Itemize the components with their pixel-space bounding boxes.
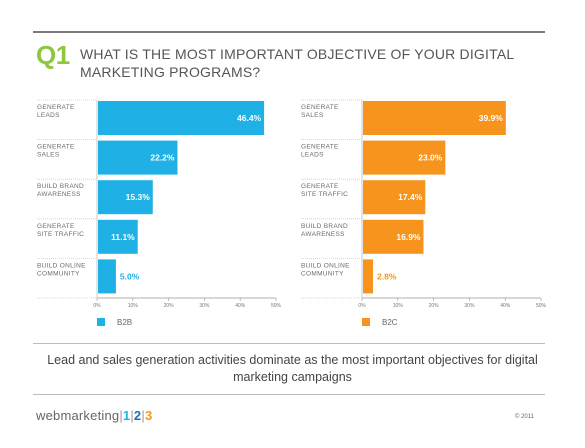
b2b-bar — [98, 219, 138, 254]
b2c-value-label: 16.9% — [396, 232, 421, 242]
brand-name: webmarketing — [36, 408, 120, 423]
brand-logo: webmarketing|1|2|3 — [36, 408, 152, 423]
b2c-x-tick-label: 40% — [500, 303, 511, 309]
b2c-category-label: SALES — [301, 112, 324, 119]
b2c-bar — [363, 259, 374, 294]
b2c-bar — [363, 219, 424, 254]
b2c-x-tick-label: 0% — [358, 303, 366, 309]
b2c-legend-swatch — [362, 318, 370, 326]
b2b-category-label: COMMUNITY — [37, 270, 80, 277]
b2b-category-label: BUILD BRAND — [37, 183, 84, 190]
b2b-category-label: SITE TRAFFIC — [37, 231, 84, 238]
b2c-bar — [363, 101, 506, 135]
b2b-value-label: 15.3% — [126, 192, 151, 202]
b2c-category-label: AWARENESS — [301, 231, 345, 238]
b2b-bar — [98, 180, 153, 215]
b2c-value-label: 23.0% — [418, 153, 443, 163]
question-number: Q1 — [36, 40, 70, 70]
b2c-value-label: 2.8% — [377, 271, 397, 281]
b2b-category-label: SALES — [37, 152, 60, 159]
b2c-bar — [363, 180, 426, 215]
b2b-x-tick-label: 30% — [199, 303, 210, 309]
b2c-category-label: GENERATE — [301, 183, 339, 190]
b2b-x-tick-label: 10% — [128, 303, 139, 309]
b2b-x-tick-label: 40% — [235, 303, 246, 309]
b2c-category-label: LEADS — [301, 152, 324, 159]
b2b-category-label: BUILD ONLINE — [37, 262, 86, 269]
brand-number-2: 2 — [133, 408, 142, 423]
b2c-legend-label: B2C — [382, 318, 398, 327]
b2b-bar — [98, 259, 116, 294]
brand-separator: | — [130, 408, 134, 423]
b2c-category-label: BUILD ONLINE — [301, 262, 350, 269]
summary-text: Lead and sales generation activities dom… — [47, 353, 538, 384]
b2b-value-label: 22.2% — [150, 153, 175, 163]
b2c-bar — [363, 140, 446, 175]
b2c-x-tick-label: 50% — [536, 303, 547, 309]
b2c-x-tick-label: 20% — [429, 303, 440, 309]
b2b-category-label: LEADS — [37, 112, 60, 119]
brand-separator: | — [141, 408, 145, 423]
b2c-x-tick-label: 30% — [464, 303, 475, 309]
copyright: © 2011 — [515, 414, 534, 420]
b2b-category-label: GENERATE — [37, 104, 75, 111]
divider-top — [33, 343, 545, 344]
b2b-x-tick-label: 0% — [93, 303, 101, 309]
b2b-legend-swatch — [97, 318, 105, 326]
b2c-x-tick-label: 10% — [393, 303, 404, 309]
b2c-category-label: SITE TRAFFIC — [301, 191, 348, 198]
b2b-category-label: GENERATE — [37, 223, 75, 230]
b2c-category-label: GENERATE — [301, 104, 339, 111]
b2c-category-label: GENERATE — [301, 144, 339, 151]
b2b-legend-label: B2B — [117, 318, 132, 327]
b2b-value-label: 11.1% — [111, 232, 135, 242]
b2b-category-label: AWARENESS — [37, 191, 81, 198]
b2b-value-label: 46.4% — [237, 113, 262, 123]
b2c-value-label: 17.4% — [398, 192, 423, 202]
b2b-category-label: GENERATE — [37, 144, 75, 151]
b2b-value-label: 5.0% — [120, 271, 140, 281]
question-text: WHAT IS THE MOST IMPORTANT OBJECTIVE OF … — [80, 46, 514, 80]
b2c-category-label: BUILD BRAND — [301, 223, 348, 230]
b2c-value-label: 39.9% — [479, 113, 504, 123]
brand-number-3: 3 — [144, 408, 153, 423]
b2b-x-tick-label: 20% — [164, 303, 175, 309]
brand-number-1: 1 — [122, 408, 131, 423]
b2b-bar — [98, 140, 178, 175]
top-rule — [33, 31, 545, 33]
b2b-bar — [98, 101, 265, 135]
b2c-category-label: COMMUNITY — [301, 270, 344, 277]
b2b-x-tick-label: 50% — [271, 303, 282, 309]
brand-separator: | — [119, 408, 123, 423]
divider-bottom — [33, 394, 545, 395]
